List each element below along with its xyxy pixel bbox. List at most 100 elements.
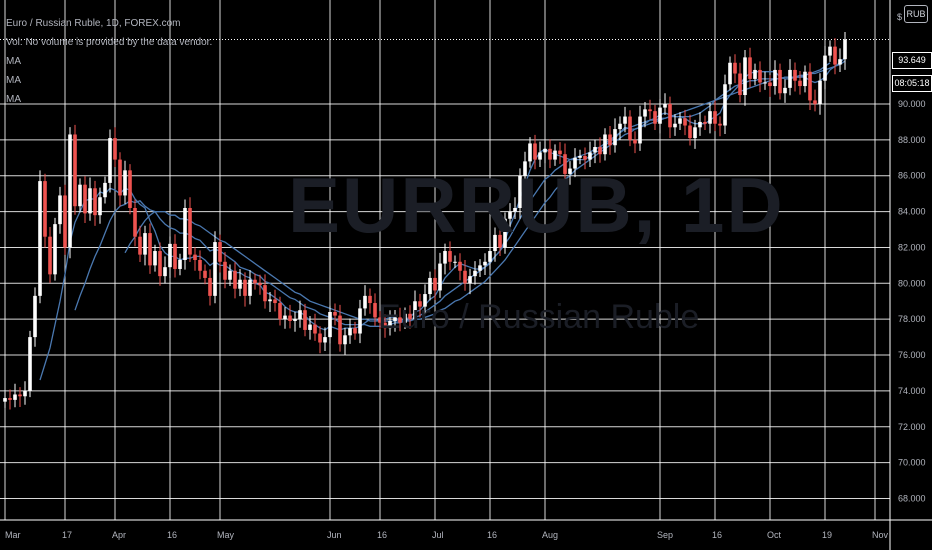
candle <box>813 89 817 112</box>
candle-body <box>313 324 317 334</box>
candle-body <box>358 308 362 334</box>
candle-body <box>13 394 17 400</box>
candle-body <box>698 121 702 128</box>
candle <box>183 199 187 270</box>
candle <box>273 289 277 312</box>
candle <box>303 303 307 337</box>
candle <box>543 141 547 164</box>
candle <box>48 227 52 283</box>
candle <box>143 225 147 266</box>
candle-body <box>453 261 457 263</box>
time-tick-label: Mar <box>5 530 21 540</box>
candle <box>638 105 642 151</box>
candle-body <box>548 148 552 160</box>
chart-legend: Euro / Russian Ruble, 1D, FOREX.com Vol:… <box>6 14 212 109</box>
candle <box>103 176 107 204</box>
candle <box>768 75 772 97</box>
candle-body <box>753 69 757 79</box>
candle-body <box>133 208 137 237</box>
candle <box>498 225 502 256</box>
candle <box>353 321 357 340</box>
candle <box>383 314 387 338</box>
legend-volume-note: Vol: No volume is provided by the data v… <box>6 37 213 48</box>
candle-body <box>803 71 807 87</box>
candle-body <box>333 312 337 316</box>
candle <box>113 127 117 167</box>
candle-body <box>328 312 332 338</box>
legend-ma-2[interactable]: MA <box>6 75 21 86</box>
candle-body <box>533 143 537 160</box>
price-axis[interactable]: 68.000 70.000 72.000 74.000 76.000 78.000 80.0… <box>898 99 926 503</box>
candle-body <box>483 261 487 266</box>
candle <box>593 139 597 164</box>
candle <box>598 137 602 163</box>
scale-mark[interactable]: $ <box>897 12 903 22</box>
candle <box>488 240 492 270</box>
candle <box>363 285 367 316</box>
candle <box>623 106 627 133</box>
candle <box>563 143 567 182</box>
candle-body <box>348 328 352 336</box>
candle <box>538 141 542 167</box>
time-tick-label: 16 <box>167 530 177 540</box>
candle <box>408 305 412 329</box>
candle <box>478 259 482 278</box>
candle-body <box>578 156 582 158</box>
candle-body <box>823 55 827 81</box>
candle <box>218 234 222 273</box>
candle <box>758 61 762 93</box>
candle <box>668 96 672 139</box>
candle-body <box>653 111 657 124</box>
legend-ma-3[interactable]: MA <box>6 94 21 105</box>
candle-body <box>638 116 642 144</box>
candle <box>423 284 427 316</box>
candle <box>63 184 67 255</box>
candle-body <box>828 46 832 56</box>
price-tick-label: 68.000 <box>898 493 926 503</box>
candle <box>208 269 212 306</box>
candle <box>673 114 677 136</box>
candle <box>378 311 382 330</box>
legend-ma-1[interactable]: MA <box>6 56 21 67</box>
candle-body <box>228 270 232 280</box>
candle-body <box>733 62 737 74</box>
candle-body <box>3 398 7 402</box>
candle-body <box>588 152 592 160</box>
candle-body <box>623 116 627 124</box>
price-tick-label: 78.000 <box>898 314 926 324</box>
candle <box>723 74 727 135</box>
candle <box>268 292 272 312</box>
last-price-label: 93.649 <box>892 52 932 69</box>
candle-body <box>513 208 517 212</box>
candle <box>783 79 787 103</box>
candle-body <box>108 138 112 183</box>
candle-body <box>368 295 372 304</box>
candle <box>753 63 757 86</box>
candle-body <box>643 109 647 117</box>
candle <box>703 115 707 130</box>
time-tick-label: Oct <box>767 530 782 540</box>
candle-body <box>353 328 357 334</box>
candle <box>323 327 327 351</box>
candle-body <box>138 236 142 255</box>
legend-title[interactable]: Euro / Russian Ruble, 1D, FOREX.com <box>6 18 181 29</box>
candle <box>238 268 242 297</box>
time-tick-label: Jul <box>432 530 444 540</box>
candle-body <box>373 303 377 318</box>
candle <box>653 104 657 130</box>
candle-body <box>38 181 42 296</box>
candle <box>393 309 397 332</box>
candle-body <box>528 143 532 162</box>
watermark-description: Euro / Russian Ruble <box>378 298 700 336</box>
price-tick-label: 76.000 <box>898 350 926 360</box>
candle-body <box>718 123 722 126</box>
candle-body <box>603 134 607 155</box>
candle-body <box>488 251 492 262</box>
candle <box>108 129 112 193</box>
candle-body <box>48 236 52 275</box>
currency-unit-badge[interactable]: RUB <box>904 5 928 23</box>
candle-body <box>238 279 242 289</box>
time-axis[interactable]: Mar 17 Apr 16 May Jun 16 Jul 16 Aug Sep 16 Oct 19 Nov <box>5 530 889 540</box>
candle <box>43 173 47 248</box>
